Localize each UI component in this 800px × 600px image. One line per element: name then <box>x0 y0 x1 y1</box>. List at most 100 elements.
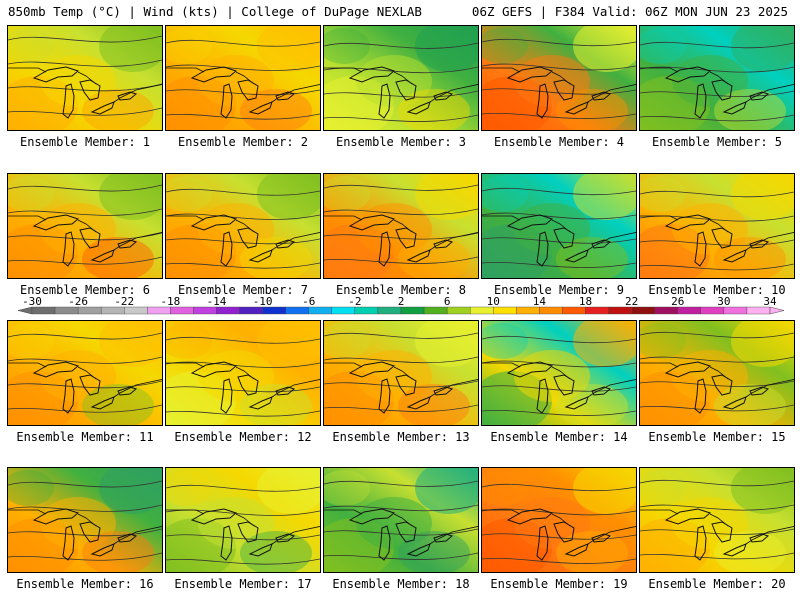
ensemble-member-map <box>323 173 479 279</box>
colorbar-arrow-high <box>769 306 785 315</box>
border-line <box>745 232 794 251</box>
height-contour <box>166 484 320 492</box>
great-lake-outline <box>553 79 575 101</box>
great-lake-outline <box>378 83 391 119</box>
ensemble-member-map <box>323 467 479 573</box>
height-contour <box>482 533 636 540</box>
height-contour <box>8 83 162 92</box>
colorbar-tick-label: -10 <box>253 296 273 308</box>
border-line <box>113 526 162 545</box>
colorbar-swatch <box>170 306 194 315</box>
great-lake-outline <box>591 533 612 543</box>
great-lake-outline <box>664 361 712 378</box>
great-lake-outline <box>62 83 75 119</box>
great-lake-outline <box>749 91 770 101</box>
great-lake-outline <box>62 378 75 414</box>
great-lake-outline <box>62 525 75 561</box>
border-line <box>271 84 320 103</box>
great-lake-outline <box>275 533 296 543</box>
border-line <box>8 67 47 73</box>
border-line <box>113 84 162 103</box>
colorbar-tick-label: 10 <box>487 296 500 308</box>
colorbar-swatch <box>77 306 102 315</box>
great-lake-outline <box>664 508 712 525</box>
great-lake-outline <box>248 543 273 557</box>
height-contour <box>482 237 636 244</box>
height-contour <box>324 90 478 98</box>
colorbar-swatch <box>723 306 748 315</box>
border-line <box>640 67 679 73</box>
colorbar-swatch <box>746 306 771 315</box>
border-line <box>640 509 679 515</box>
ensemble-member-map <box>323 320 479 426</box>
height-contour <box>324 404 478 412</box>
colorbar-tick-label: 22 <box>625 296 638 308</box>
great-lake-outline <box>378 378 391 414</box>
border-line <box>8 509 47 515</box>
height-contour <box>324 552 478 560</box>
great-lake-outline <box>433 533 454 543</box>
height-contour <box>640 41 794 49</box>
colorbar-swatch <box>493 306 517 315</box>
colorbar-swatch <box>631 306 655 315</box>
great-lake-outline <box>406 249 431 263</box>
great-lake-outline <box>749 239 770 249</box>
great-lake-outline <box>694 83 707 119</box>
height-contour <box>482 483 636 492</box>
height-contour <box>640 356 794 363</box>
height-contour <box>166 410 320 417</box>
ensemble-member-map <box>639 320 795 426</box>
great-lake-outline <box>378 231 391 267</box>
border-line <box>8 362 47 368</box>
temperature-colorbar: -30-26-22-18-14-10-6-2261014182226303438… <box>17 296 785 315</box>
great-lake-outline <box>220 83 233 119</box>
great-lake-outline <box>79 521 101 543</box>
map-title: 850mb Temp (°C) | Wind (kts) | College o… <box>8 4 422 19</box>
great-lake-outline <box>711 521 733 543</box>
height-contour <box>166 64 320 71</box>
border-line <box>482 215 521 221</box>
border-line <box>271 379 320 398</box>
height-contour <box>640 552 794 560</box>
great-lake-outline <box>694 525 707 561</box>
ensemble-member-map <box>323 25 479 131</box>
colorbar-tick-label: -2 <box>348 296 361 308</box>
height-contour <box>166 213 320 220</box>
border-line <box>271 232 320 251</box>
great-lake-outline <box>564 396 589 410</box>
great-lake-outline <box>664 214 712 231</box>
ensemble-member-label: Ensemble Member: 10 <box>648 283 786 297</box>
great-lake-outline <box>406 543 431 557</box>
colorbar-swatch <box>423 306 448 315</box>
great-lake-outline <box>248 249 273 263</box>
colorbar-tick-label: -26 <box>68 296 88 308</box>
great-lake-outline <box>275 239 296 249</box>
great-lake-outline <box>722 249 747 263</box>
height-contour <box>166 386 320 393</box>
colorbar-swatch <box>585 306 609 315</box>
colorbar-swatch <box>539 306 563 315</box>
great-lake-outline <box>190 66 238 83</box>
colorbar-swatch <box>285 306 309 315</box>
height-contour <box>482 112 636 119</box>
height-contour <box>482 360 636 368</box>
great-lake-outline <box>564 249 589 263</box>
height-contour <box>8 332 162 340</box>
border-line <box>587 526 636 545</box>
great-lake-outline <box>553 227 575 249</box>
ensemble-member-label: Ensemble Member: 3 <box>335 135 467 149</box>
ensemble-member-label: Ensemble Member: 1 <box>19 135 151 149</box>
colorbar-swatch <box>262 306 286 315</box>
colorbar-swatch <box>124 306 148 315</box>
colorbar-swatch <box>700 306 725 315</box>
height-contour <box>8 504 162 512</box>
colorbar-swatch <box>400 306 425 315</box>
height-contour <box>640 404 794 412</box>
height-contour <box>8 59 162 67</box>
border-line <box>587 379 636 398</box>
height-contour <box>482 261 636 268</box>
great-lake-outline <box>348 508 396 525</box>
great-lake-outline <box>90 101 115 115</box>
border-line <box>640 362 679 368</box>
great-lake-outline <box>433 386 454 396</box>
